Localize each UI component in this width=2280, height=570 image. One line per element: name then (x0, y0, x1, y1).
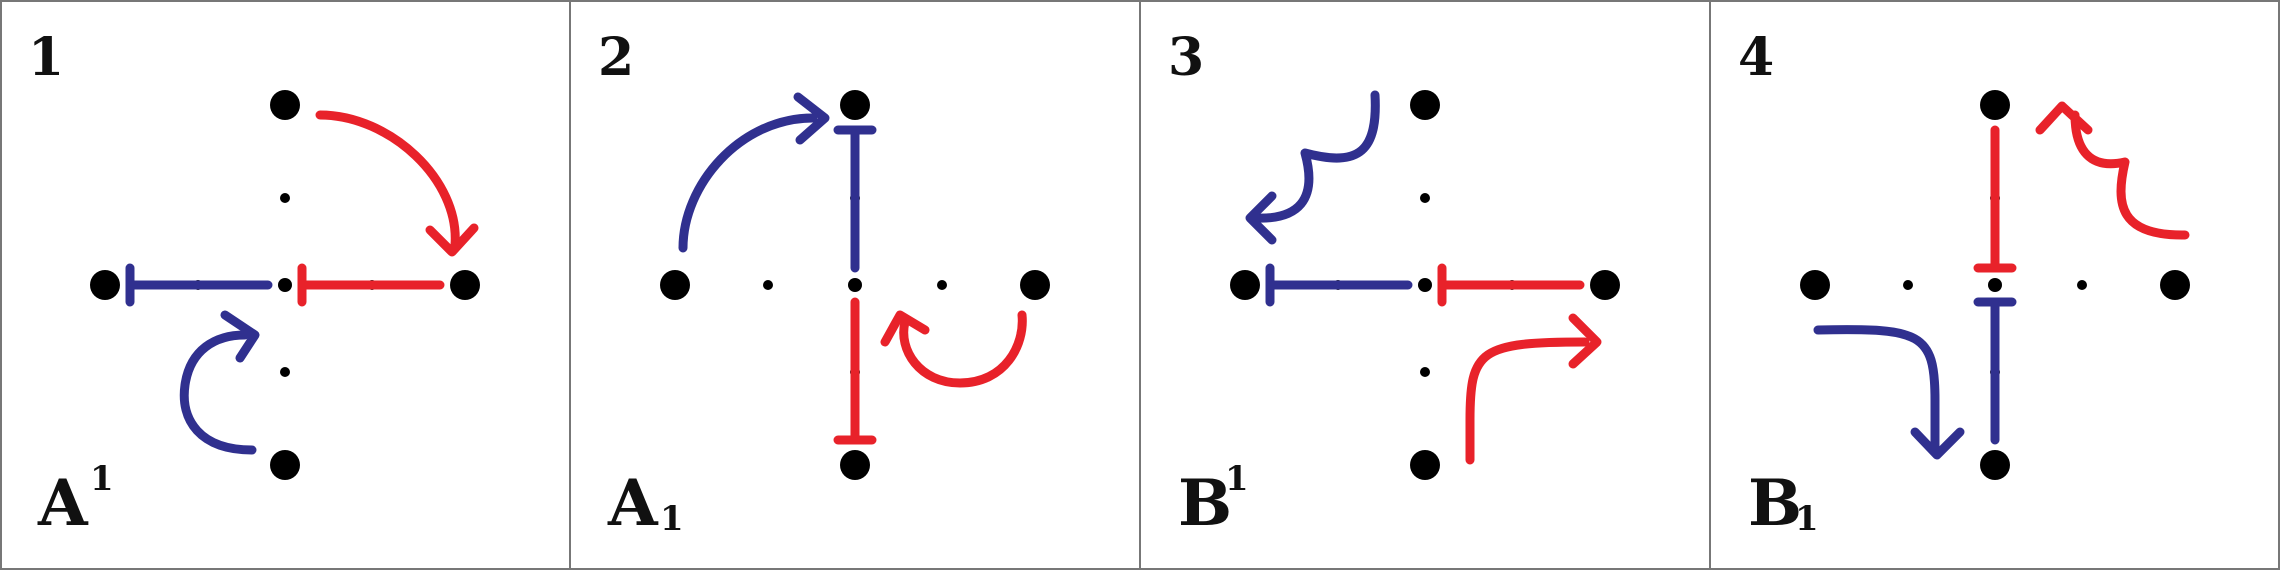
panel-1: 1 A 1 (28, 27, 480, 541)
blue-arrowhead (1245, 191, 1277, 245)
panel-label: B (1748, 466, 1802, 541)
blue-curved-arrow (1250, 90, 1380, 223)
midpoint-dot (1420, 367, 1430, 377)
red-arrowhead (2035, 101, 2093, 135)
red-arrowhead (425, 223, 479, 257)
midpoint-dot (2077, 280, 2087, 290)
vertex-dot (2160, 270, 2190, 300)
red-arrowhead (1568, 313, 1602, 369)
blue-arrowhead (793, 92, 830, 145)
red-bar (833, 297, 877, 445)
panel-2: 2 A 1 (598, 27, 1050, 541)
panel-superscript: 1 (1225, 459, 1249, 499)
blue-curved-arrow (678, 113, 818, 253)
red-bar (1437, 263, 1585, 307)
red-curved-arrow (315, 110, 460, 250)
red-curved-arrow (1465, 337, 1590, 465)
center-dot (1418, 278, 1432, 292)
vertex-dot (1020, 270, 1050, 300)
red-arrowhead (880, 310, 930, 347)
panel-4: 4 B 1 (1738, 27, 2190, 541)
red-curved-arrow (2070, 110, 2190, 240)
panel-subscript: 1 (1795, 499, 1819, 539)
panel-number: 4 (1738, 27, 1774, 88)
vertex-dot (270, 90, 300, 120)
blue-curved-arrow (179, 330, 257, 455)
vertex-dot (660, 270, 690, 300)
panel-label: A (37, 466, 89, 541)
panel-3: 3 B 1 (1168, 27, 1620, 541)
vertex-dot (450, 270, 480, 300)
blue-arrowhead (1910, 427, 1965, 460)
midpoint-dot (280, 193, 290, 203)
center-dot (848, 278, 862, 292)
vertex-dot (1590, 270, 1620, 300)
vertex-dot (270, 450, 300, 480)
blue-curved-arrow (1813, 325, 1940, 453)
midpoint-dot (937, 280, 947, 290)
midpoint-dot (1903, 280, 1913, 290)
vertex-dot (1800, 270, 1830, 300)
panel-subscript: 1 (660, 499, 684, 539)
red-bar (1973, 125, 2017, 273)
midpoint-dot (1420, 193, 1430, 203)
vertex-dot (1980, 90, 2010, 120)
vertex-dot (1980, 450, 2010, 480)
panel-label: A (607, 466, 659, 541)
vertex-dot (1410, 450, 1440, 480)
panel-number: 2 (598, 27, 634, 88)
vertex-dot (1230, 270, 1260, 300)
center-dot (278, 278, 292, 292)
blue-arrowhead (220, 310, 260, 363)
blue-bar (833, 125, 877, 273)
blue-bar (125, 263, 273, 307)
red-bar (297, 263, 445, 307)
panel-number: 3 (1168, 27, 1204, 88)
blue-bar (1973, 297, 2017, 445)
vertex-dot (90, 270, 120, 300)
midpoint-dot (763, 280, 773, 290)
vertex-dot (840, 450, 870, 480)
vertex-dot (1410, 90, 1440, 120)
panel-superscript: 1 (90, 459, 114, 499)
blue-bar (1265, 263, 1413, 307)
red-curved-arrow (899, 310, 1027, 388)
midpoint-dot (280, 367, 290, 377)
panel-number: 1 (28, 27, 64, 88)
center-dot (1988, 278, 2002, 292)
panel-label: B (1178, 466, 1232, 541)
vertex-dot (840, 90, 870, 120)
